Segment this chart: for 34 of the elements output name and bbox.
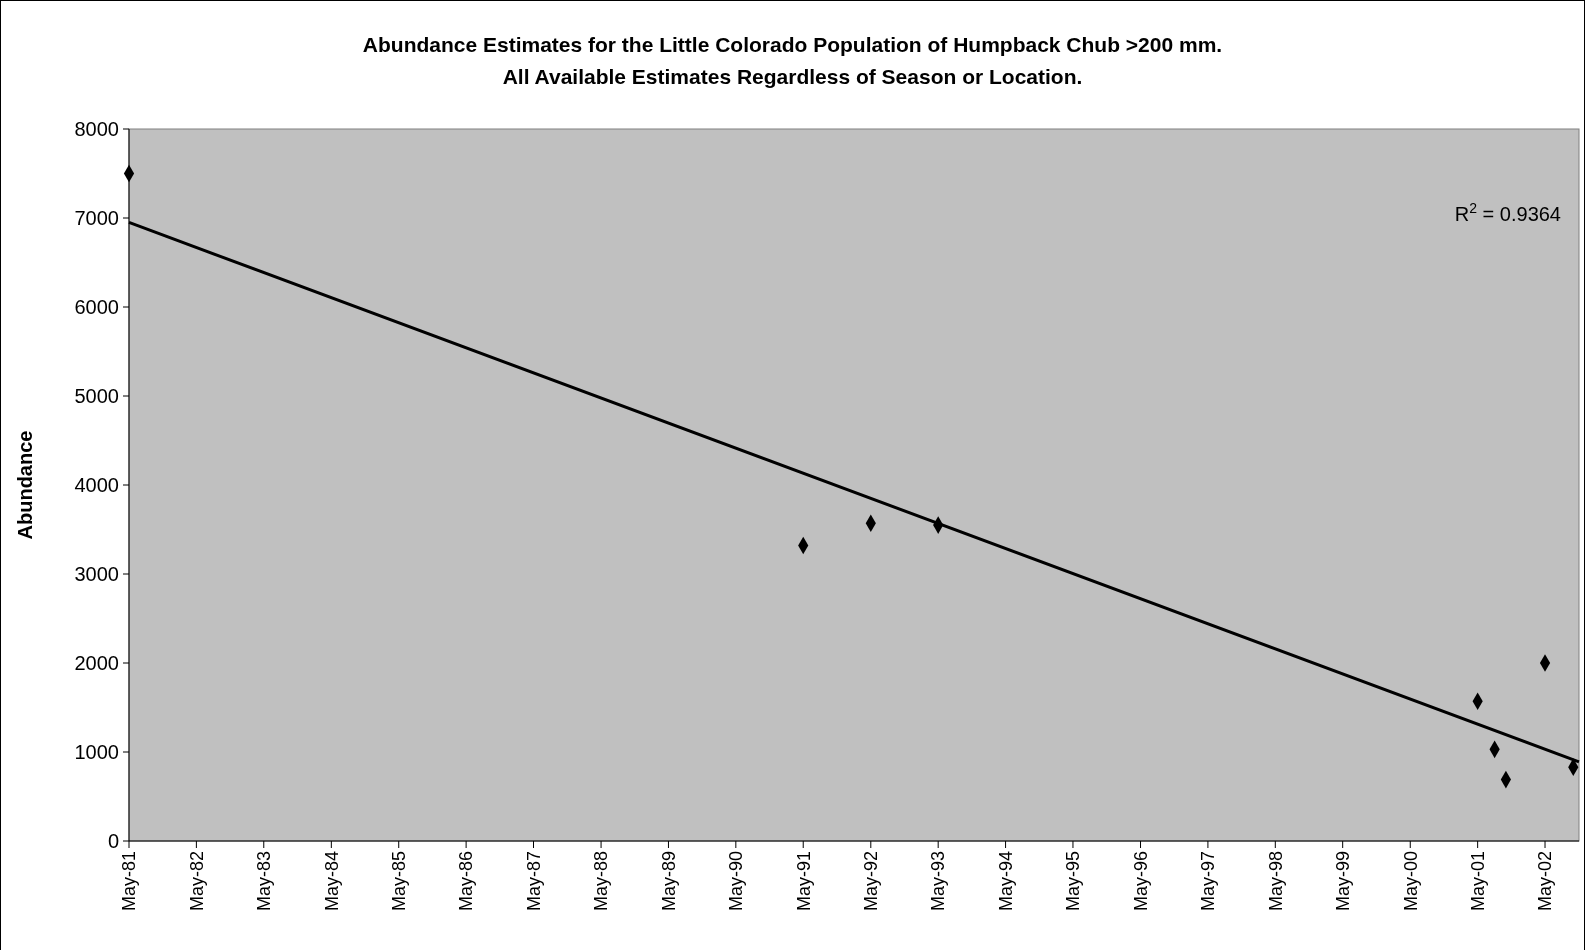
y-tick-label: 0 xyxy=(107,830,119,852)
x-tick-label: May-97 xyxy=(1198,851,1219,912)
y-tick-label: 1000 xyxy=(74,741,119,763)
x-tick-label: May-00 xyxy=(1400,851,1421,912)
x-tick-label: May-83 xyxy=(254,851,275,912)
x-tick-label: May-93 xyxy=(928,851,949,912)
x-tick-label: May-02 xyxy=(1535,851,1556,912)
x-tick-label: May-84 xyxy=(321,851,342,912)
y-tick-label: 7000 xyxy=(74,207,119,229)
y-tick-label: 3000 xyxy=(74,563,119,585)
x-tick-label: May-82 xyxy=(186,851,207,912)
x-tick-label: May-95 xyxy=(1063,851,1084,912)
y-tick-label: 4000 xyxy=(74,474,119,496)
chart-title: Abundance Estimates for the Little Colorado Population of Humpback Chub >200 mm. All Available Estimates Regardless of Season or Location. xyxy=(362,33,1223,88)
x-tick-label: May-87 xyxy=(523,851,544,912)
x-tick-label: May-86 xyxy=(456,851,477,912)
x-tick-label: May-01 xyxy=(1467,851,1488,912)
x-tick-label: May-85 xyxy=(389,851,410,912)
x-tick-label: May-88 xyxy=(591,851,612,912)
y-tick-label: 5000 xyxy=(74,385,119,407)
x-tick-label: May-89 xyxy=(658,851,679,912)
y-tick-label: 8000 xyxy=(74,118,119,140)
annotation: R$^{2}$ = 0.9364 xyxy=(1454,200,1561,225)
x-tick-label: May-90 xyxy=(726,851,747,912)
x-tick-label: May-92 xyxy=(861,851,882,912)
x-tick-label: May-81 xyxy=(119,851,140,912)
x-tick-label: May-98 xyxy=(1265,851,1286,912)
x-tick-label: May-96 xyxy=(1130,851,1151,912)
y-tick-label: 6000 xyxy=(74,296,119,318)
x-tick-label: May-91 xyxy=(793,851,814,912)
x-tick-label: May-99 xyxy=(1332,851,1353,912)
x-tick-label: May-94 xyxy=(995,851,1016,912)
y-axis-title: Abundance xyxy=(14,430,36,540)
y-tick-label: 2000 xyxy=(74,652,119,674)
